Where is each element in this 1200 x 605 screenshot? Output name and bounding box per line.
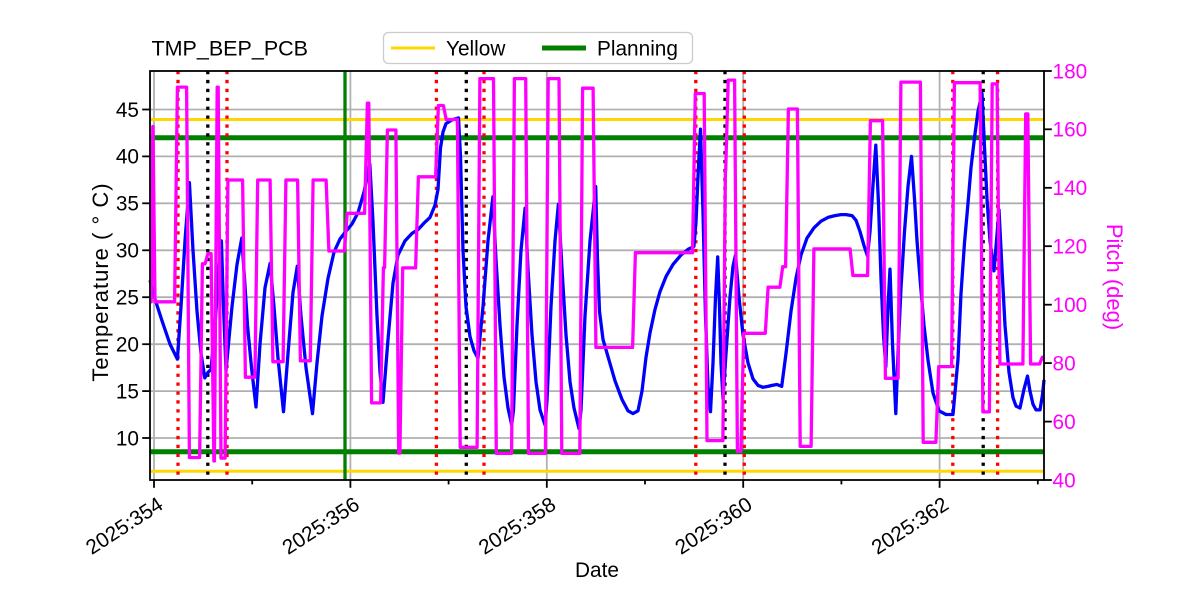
svg-text:60: 60 bbox=[1053, 411, 1076, 434]
svg-text:35: 35 bbox=[116, 193, 139, 216]
svg-text:45: 45 bbox=[116, 99, 139, 122]
svg-text:25: 25 bbox=[116, 287, 139, 310]
svg-text:Planning: Planning bbox=[597, 38, 678, 61]
svg-text:10: 10 bbox=[116, 427, 139, 450]
svg-text:Date: Date bbox=[575, 559, 619, 582]
svg-text:30: 30 bbox=[116, 240, 139, 263]
svg-text:80: 80 bbox=[1053, 352, 1076, 375]
svg-text:Temperature ( ° C): Temperature ( ° C) bbox=[88, 182, 113, 381]
svg-text:100: 100 bbox=[1053, 294, 1088, 317]
svg-text:TMP_BEP_PCB: TMP_BEP_PCB bbox=[152, 37, 309, 61]
svg-text:40: 40 bbox=[116, 146, 139, 169]
svg-text:Yellow: Yellow bbox=[446, 38, 506, 61]
svg-text:180: 180 bbox=[1053, 60, 1088, 83]
svg-text:20: 20 bbox=[116, 334, 139, 357]
svg-text:140: 140 bbox=[1053, 177, 1088, 200]
svg-text:40: 40 bbox=[1053, 469, 1076, 492]
svg-text:Pitch (deg): Pitch (deg) bbox=[1102, 224, 1127, 330]
svg-text:120: 120 bbox=[1053, 236, 1088, 259]
svg-text:15: 15 bbox=[116, 380, 139, 403]
svg-text:160: 160 bbox=[1053, 119, 1088, 142]
